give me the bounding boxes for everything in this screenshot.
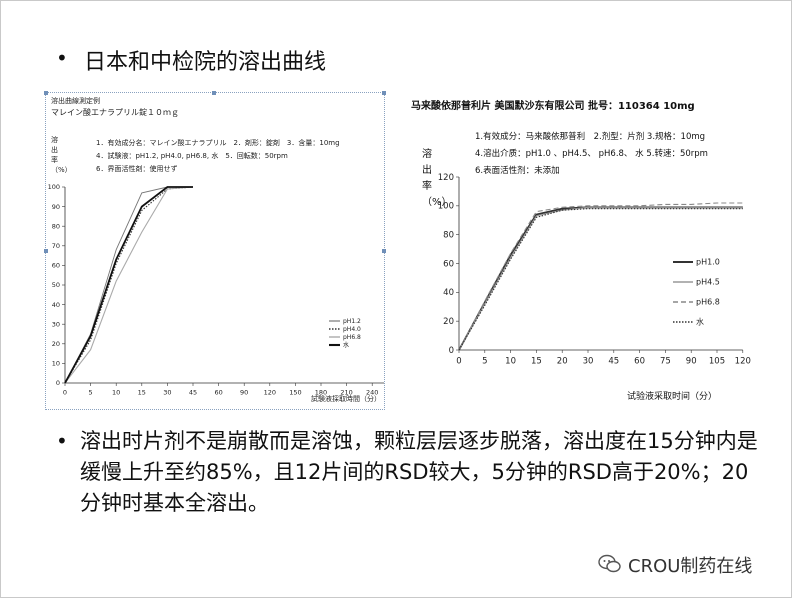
y-tick-label: 60	[443, 259, 454, 269]
x-tick-label: 60	[214, 389, 222, 397]
y-tick-label: 50	[52, 281, 60, 289]
series-line-pH1.2	[64, 186, 193, 384]
x-tick-label: 0	[456, 357, 461, 367]
jp-header-2: マレイン酸エナラプリル錠１０ｍｇ	[51, 108, 179, 117]
legend-label: pH1.2	[343, 318, 361, 325]
y-tick-label: 120	[438, 173, 454, 183]
x-tick-label: 5	[482, 357, 487, 367]
x-tick-label: 90	[240, 389, 248, 397]
x-tick-label: 45	[608, 357, 619, 367]
x-tick-label: 210	[340, 389, 352, 397]
x-tick-label: 15	[138, 389, 146, 397]
legend-label: pH4.5	[696, 278, 720, 287]
x-tick-label: 30	[163, 389, 171, 397]
x-tick-label: 30	[583, 357, 594, 367]
y-tick-label: 40	[443, 288, 454, 298]
y-tick-label: 0	[56, 379, 60, 387]
bullet-symbol: •	[56, 46, 68, 70]
series-line-水	[458, 208, 743, 351]
y-tick-label: 100	[438, 202, 454, 212]
x-tick-label: 45	[189, 389, 197, 397]
x-tick-label: 240	[366, 389, 378, 397]
selection-handle[interactable]	[382, 91, 386, 95]
bullet-symbol: •	[56, 429, 68, 453]
selection-handle[interactable]	[44, 249, 48, 253]
y-tick-label: 80	[52, 222, 60, 230]
series-line-pH4.0	[64, 186, 194, 384]
y-tick-label: 80	[443, 231, 454, 241]
jp-info-2: 4．試験液：pH1.2, pH4.0, pH6.8, 水 5．回転数：50rpm	[96, 152, 288, 160]
x-tick-label: 180	[315, 389, 327, 397]
x-tick-label: 120	[735, 357, 751, 367]
y-tick-label: 0	[449, 346, 454, 356]
x-tick-label: 5	[89, 389, 93, 397]
legend-label: pH6.8	[696, 298, 720, 307]
y-tick-label: 20	[443, 317, 454, 327]
jp-header-1: 溶出曲線測定例	[51, 97, 100, 105]
jp-dissolution-chart: 溶出曲線測定例 マレイン酸エナラプリル錠１０ｍｇ 1．有効成分名：マレイン酸エナ…	[44, 91, 386, 410]
series-line-pH6.8	[64, 186, 194, 384]
x-tick-label: 75	[660, 357, 671, 367]
legend-label: pH1.0	[696, 258, 720, 267]
cn-plot-area: 0 5 10 15 20 30 45 60 75 90 105 120 0 20 40 60 80 100 120 p…	[438, 173, 751, 367]
x-tick-label: 120	[264, 389, 276, 397]
watermark-label: CROU制药在线	[628, 556, 753, 577]
x-tick-label: 10	[505, 357, 516, 367]
slide-heading-bullet: 日本和中检院的溶出曲线	[84, 50, 327, 75]
y-tick-label: 90	[52, 203, 60, 211]
y-tick-label: 100	[48, 183, 60, 191]
cn-dissolution-chart: 马来酸依那普利片 美国默沙东有限公司 批号：110364 10mg 1.有效成分…	[405, 92, 760, 412]
x-tick-label: 150	[289, 389, 301, 397]
x-tick-label: 105	[709, 357, 725, 367]
x-tick-label: 10	[112, 389, 120, 397]
series-line-pH6.8	[458, 202, 743, 351]
selection-handle[interactable]	[382, 249, 386, 253]
cn-x-label: 试验液采取时间（分）	[627, 392, 718, 402]
cn-info-2: 4.溶出介质：pH1.0 、pH4.5、 pH6.8、 水 5.转速：50rpm	[475, 149, 708, 159]
jp-info-3: 6．界面活性剤：使用せず	[96, 165, 178, 173]
legend-label: pH4.0	[343, 326, 361, 333]
jp-plot-area: 0510153045609012015018021024027030033036…	[48, 183, 384, 397]
cn-info-1: 1.有效成分：马来酸依那普利 2.剂型：片剂 3.规格：10mg	[475, 132, 706, 142]
legend-label: 水	[343, 341, 349, 349]
wechat-icon	[598, 554, 621, 573]
x-tick-label: 0	[63, 389, 67, 397]
y-tick-label: 40	[52, 301, 60, 309]
x-tick-label: 20	[557, 357, 568, 367]
x-tick-label: 90	[686, 357, 697, 367]
x-tick-label: 15	[531, 357, 542, 367]
y-tick-label: 20	[52, 340, 60, 348]
cn-info-3: 6.表面活性剂：未添加	[475, 166, 560, 176]
jp-info-1: 1．有効成分名：マレイン酸エナラプリル 2．剤形：錠剤 3．含量：10mg	[96, 139, 340, 147]
x-tick-label: 60	[634, 357, 645, 367]
legend-label: pH6.8	[343, 334, 361, 341]
y-tick-label: 60	[52, 262, 60, 270]
series-line-水	[64, 186, 193, 384]
selection-handle[interactable]	[44, 91, 48, 95]
legend-label: 水	[696, 317, 704, 327]
selection-handle[interactable]	[212, 91, 216, 95]
y-tick-label: 30	[52, 320, 60, 328]
series-line-pH4.5	[458, 206, 743, 351]
y-tick-label: 70	[52, 242, 60, 250]
slide-body-bullet: 溶出时片剂不是崩散而是溶蚀，颗粒层层逐步脱落，溶出度在15分钟内是缓慢上升至约8…	[80, 429, 758, 515]
cn-title: 马来酸依那普利片 美国默沙东有限公司 批号：110364 10mg	[411, 101, 695, 112]
jp-x-label: 試験液採取時間（分）	[311, 395, 381, 403]
y-tick-label: 10	[52, 360, 60, 368]
